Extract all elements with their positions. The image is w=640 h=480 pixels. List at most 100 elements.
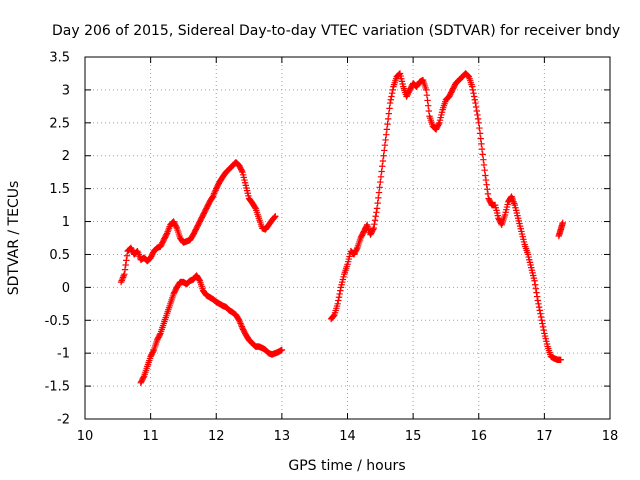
data-point-marker — [539, 323, 547, 331]
data-point-marker — [375, 189, 383, 196]
data-point-marker — [163, 231, 170, 238]
data-point-marker — [372, 213, 379, 220]
data-point-marker — [481, 167, 488, 174]
data-point-marker — [539, 320, 546, 327]
data-point-marker — [474, 115, 482, 123]
data-point-marker — [122, 261, 129, 269]
data-point-marker — [330, 312, 337, 319]
data-point-marker — [370, 224, 377, 232]
data-point-marker — [156, 331, 164, 338]
data-point-marker — [379, 157, 387, 165]
data-point-marker — [478, 140, 485, 148]
data-point-marker — [373, 205, 381, 212]
data-point-marker — [482, 172, 489, 179]
data-point-marker — [424, 97, 431, 104]
x-tick-label: 16 — [470, 429, 487, 444]
y-tick-label: -2 — [57, 413, 70, 428]
data-point-marker — [369, 226, 377, 233]
data-point-marker — [335, 294, 343, 301]
data-point-marker — [140, 374, 147, 381]
data-point-marker — [380, 152, 387, 159]
data-point-marker — [470, 93, 478, 100]
data-point-marker — [537, 310, 544, 317]
data-point-marker — [423, 91, 431, 99]
data-point-marker — [474, 111, 481, 119]
data-point-marker — [337, 287, 344, 294]
x-tick-label: 15 — [405, 429, 422, 444]
data-point-marker — [371, 217, 379, 224]
data-point-marker — [476, 124, 483, 132]
series-markers — [327, 70, 564, 363]
y-tick-labels: -2 -1.5 -1 -0.5 0 0.5 1 1.5 2 2.5 3 3.5 — [45, 51, 70, 428]
data-point-marker — [389, 86, 396, 94]
data-point-marker — [468, 83, 476, 90]
data-point-marker — [478, 145, 486, 153]
data-point-marker — [278, 346, 286, 354]
data-point-marker — [477, 135, 484, 142]
data-point-marker — [386, 99, 394, 107]
data-point-marker — [536, 307, 543, 314]
data-point-marker — [484, 186, 491, 193]
data-point-marker — [173, 223, 180, 231]
data-point-marker — [538, 317, 545, 324]
data-point-marker — [425, 107, 433, 115]
y-tick-label: 2.5 — [49, 116, 70, 131]
x-tick-labels: 10 11 12 13 14 15 16 17 18 — [77, 429, 619, 444]
data-point-marker — [423, 86, 430, 94]
data-point-marker — [484, 190, 492, 198]
data-point-marker — [271, 213, 278, 221]
data-point-marker — [471, 96, 479, 103]
data-point-marker — [383, 126, 391, 133]
y-tick-label: 3 — [62, 83, 70, 98]
data-point-marker — [385, 110, 393, 117]
data-point-marker — [425, 102, 432, 109]
data-point-marker — [540, 326, 547, 334]
data-point-marker — [123, 252, 131, 259]
data-point-marker — [532, 285, 540, 292]
data-point-marker — [464, 72, 471, 79]
data-point-marker — [378, 168, 385, 175]
data-point-marker — [531, 277, 538, 284]
data-point-marker — [373, 209, 380, 216]
data-point-marker — [382, 136, 389, 144]
data-point-marker — [483, 181, 490, 188]
data-point-marker — [374, 199, 381, 207]
data-point-marker — [387, 96, 395, 103]
x-tick-label: 12 — [208, 429, 225, 444]
data-point-marker — [533, 293, 541, 300]
data-point-marker — [379, 163, 386, 170]
x-tick-label: 17 — [536, 429, 553, 444]
y-axis-label: SDTVAR / TECUs — [6, 181, 22, 296]
data-point-marker — [384, 120, 391, 128]
data-point-marker — [388, 93, 395, 100]
y-tick-label: 0 — [62, 281, 70, 296]
data-point-marker — [384, 115, 392, 123]
data-point-marker — [381, 147, 388, 154]
data-point-marker — [383, 131, 390, 138]
data-point-marker — [479, 151, 486, 158]
data-point-marker — [535, 300, 542, 308]
y-tick-label: -1.5 — [45, 380, 70, 395]
data-point-marker — [334, 300, 341, 308]
data-point-marker — [480, 156, 487, 163]
data-points — [117, 70, 566, 386]
x-tick-label: 13 — [274, 429, 291, 444]
y-tick-label: -1 — [57, 347, 70, 362]
data-point-marker — [534, 297, 542, 304]
data-point-marker — [377, 178, 384, 186]
y-tick-label: 0.5 — [49, 248, 70, 263]
data-point-marker — [336, 290, 343, 298]
data-point-marker — [388, 90, 396, 97]
series-markers — [137, 272, 286, 386]
y-tick-label: 1 — [62, 215, 70, 230]
x-tick-label: 14 — [339, 429, 356, 444]
data-point-marker — [251, 204, 259, 211]
data-point-marker — [238, 167, 246, 175]
data-point-marker — [472, 99, 479, 107]
x-tick-label: 11 — [142, 429, 159, 444]
series-markers — [117, 159, 279, 286]
data-point-marker — [476, 130, 484, 137]
axis-ticks — [84, 56, 611, 420]
x-tick-label: 10 — [77, 429, 94, 444]
